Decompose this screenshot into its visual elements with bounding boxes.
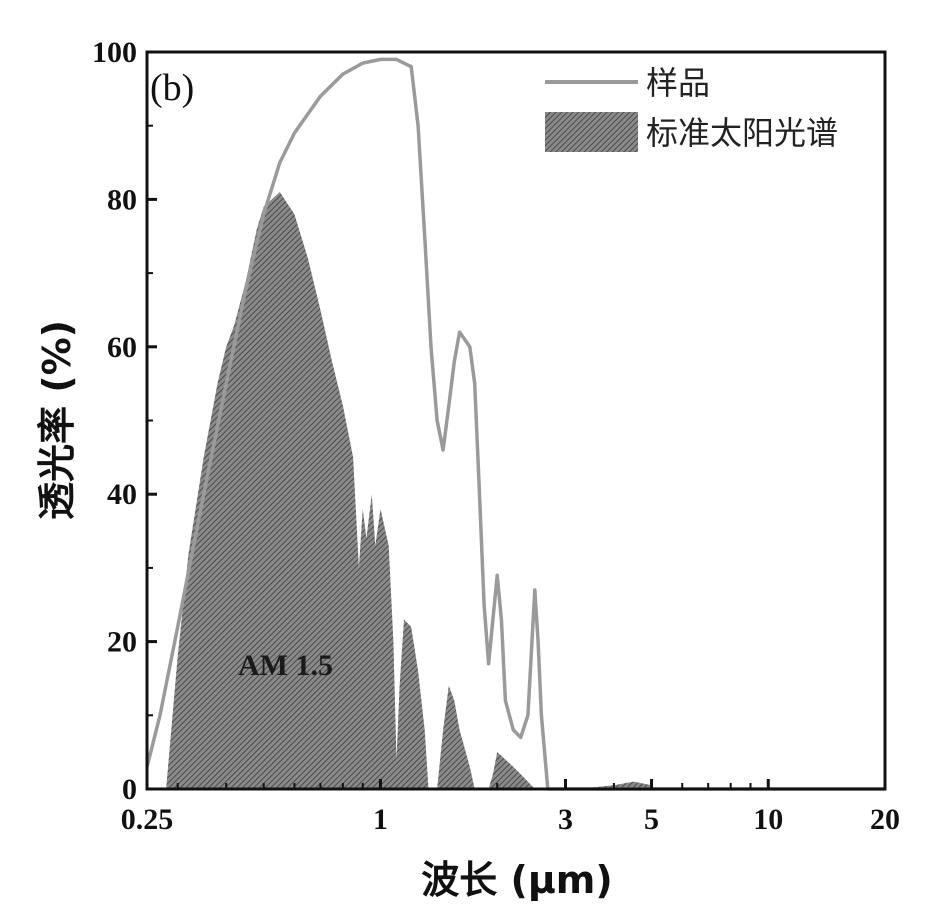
- legend: 样品 标准太阳光谱: [545, 64, 838, 152]
- y-axis-title: 透光率 (%): [35, 320, 79, 520]
- legend-solar-label: 标准太阳光谱: [646, 114, 838, 152]
- panel-label: (b): [150, 67, 194, 109]
- y-tick-label: 40: [107, 478, 137, 511]
- y-tick-label: 0: [122, 773, 137, 806]
- x-tick-label: 5: [644, 803, 659, 836]
- x-tick-label: 20: [870, 803, 900, 836]
- plot-area: [145, 57, 885, 791]
- solar-spectrum-area: [166, 192, 652, 789]
- x-tick-label: 1: [373, 803, 388, 836]
- x-tick-label: 0.25: [121, 803, 174, 836]
- sample-transmittance-line: [145, 57, 885, 791]
- x-tick-label: 3: [558, 803, 573, 836]
- y-tick-label: 100: [92, 36, 137, 69]
- x-axis-title: 波长 (μm): [421, 858, 613, 902]
- axes: 0 20 40 60 80 100 0.25 1 3 5 10 20: [92, 36, 900, 836]
- legend-sample-label: 样品: [646, 64, 710, 102]
- x-tick-label: 10: [753, 803, 783, 836]
- legend-solar-swatch: [545, 112, 638, 152]
- y-tick-label: 20: [107, 626, 137, 659]
- y-tick-label: 80: [107, 183, 137, 216]
- am15-annotation: AM 1.5: [238, 649, 333, 682]
- y-tick-label: 60: [107, 331, 137, 364]
